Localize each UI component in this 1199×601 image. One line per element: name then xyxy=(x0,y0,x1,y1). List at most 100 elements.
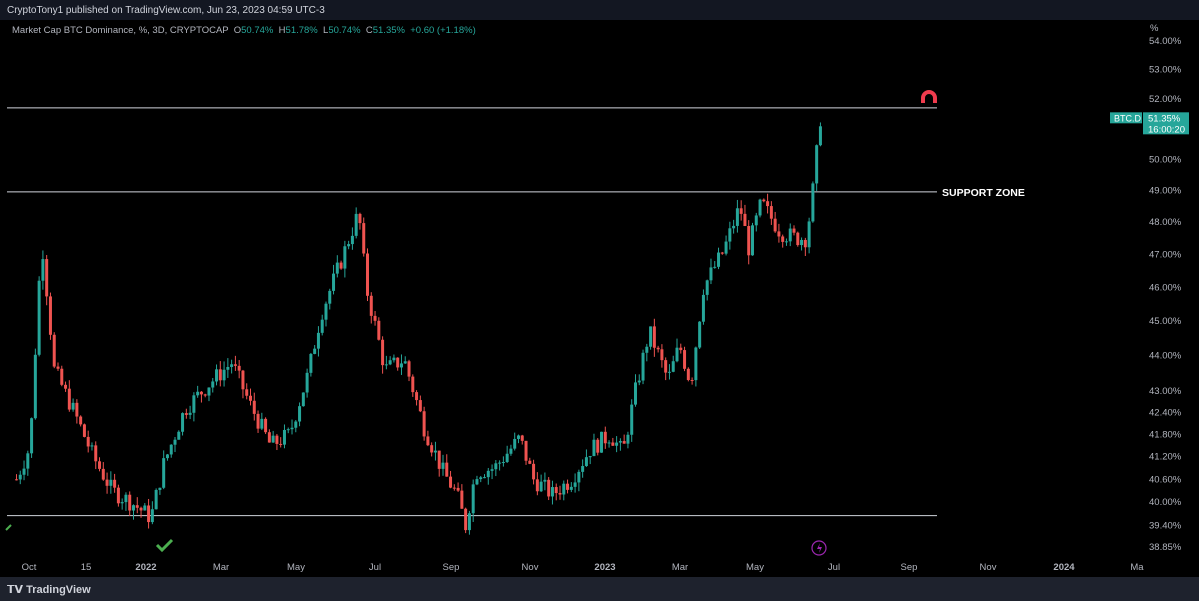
candle-body xyxy=(215,369,219,382)
candle-body xyxy=(584,457,588,467)
candle-body xyxy=(105,479,109,486)
time-tick-label: Sep xyxy=(901,562,918,573)
candle-body xyxy=(41,259,45,281)
time-tick-label: Ma xyxy=(1130,562,1144,573)
price-tick-label: 41.20% xyxy=(1149,452,1182,463)
check-fragment-icon xyxy=(5,524,12,531)
price-badge-value: 51.35% xyxy=(1148,113,1181,124)
candle-body xyxy=(475,479,479,485)
candle-body xyxy=(128,494,132,511)
candle-body xyxy=(528,460,532,464)
candle-body xyxy=(30,418,34,454)
candle-body xyxy=(407,361,411,377)
candle-body xyxy=(788,228,792,242)
candle-body xyxy=(150,509,154,523)
candle-body xyxy=(64,384,68,389)
time-tick-label: Oct xyxy=(22,562,37,573)
time-tick-label: Mar xyxy=(672,562,688,573)
candle-body xyxy=(143,505,147,511)
legend-low-label: L xyxy=(323,25,329,36)
candle-body xyxy=(607,442,611,444)
legend-high-label: H xyxy=(278,25,286,36)
price-unit: % xyxy=(1150,23,1159,34)
candle-body xyxy=(369,295,373,316)
candle-body xyxy=(309,353,313,373)
candle-body xyxy=(479,477,483,480)
candle-body xyxy=(660,349,664,361)
candle-body xyxy=(698,321,702,348)
candle-body xyxy=(33,354,37,419)
candle-body xyxy=(237,365,241,371)
candle-body xyxy=(109,479,113,486)
symbol-legend: Market Cap BTC Dominance, %, 3D, CRYPTOC… xyxy=(12,25,476,36)
chart-area[interactable] xyxy=(0,20,1199,577)
candle-body xyxy=(135,505,139,508)
candle-body xyxy=(520,435,524,441)
candle-body xyxy=(705,280,709,295)
candle-body xyxy=(649,326,653,347)
candle-body xyxy=(637,380,641,383)
candle-body xyxy=(120,502,124,504)
candle-body xyxy=(396,357,400,368)
tv-glyph-icon: 𝗧𝗩 xyxy=(7,584,27,596)
candle-body xyxy=(324,303,328,320)
candle-body xyxy=(445,462,449,477)
candle-body xyxy=(483,477,487,479)
candle-body xyxy=(192,395,196,413)
candle-body xyxy=(271,435,275,443)
candle-body xyxy=(158,487,162,490)
candle-body xyxy=(581,466,585,472)
magnet-icon xyxy=(921,90,937,103)
candle-body xyxy=(60,368,64,385)
candle-body xyxy=(162,458,166,488)
candle-body xyxy=(720,252,724,254)
price-tick-label: 54.00% xyxy=(1149,36,1182,47)
candle-body xyxy=(241,370,245,390)
candle-body xyxy=(547,479,551,497)
time-tick-label: 2022 xyxy=(135,562,156,573)
candle-body xyxy=(773,218,777,232)
candle-body xyxy=(14,479,18,481)
candle-body xyxy=(535,479,539,492)
footer-bar: 𝗧𝗩 TradingView xyxy=(0,577,1199,601)
candle-body xyxy=(154,489,158,510)
candle-body xyxy=(71,402,75,410)
price-tick-label: 39.40% xyxy=(1149,520,1182,531)
candle-body xyxy=(26,453,30,469)
candle-body xyxy=(37,280,41,355)
price-tick-label: 43.00% xyxy=(1149,386,1182,397)
check-icon xyxy=(155,538,174,553)
publisher-bar: CryptoTony1 published on TradingView.com… xyxy=(0,0,1199,20)
candle-body xyxy=(513,438,517,449)
candle-body xyxy=(298,406,302,422)
candle-body xyxy=(392,357,396,361)
tradingview-logo[interactable]: 𝗧𝗩 TradingView xyxy=(7,583,91,596)
candle-body xyxy=(441,462,445,469)
candle-body xyxy=(313,348,317,354)
candle-body xyxy=(358,213,362,224)
candle-body xyxy=(464,508,468,531)
candle-body xyxy=(735,208,739,226)
candle-body xyxy=(539,481,543,492)
candle-body xyxy=(381,339,385,366)
price-tick-label: 42.40% xyxy=(1149,408,1182,419)
candle-body xyxy=(694,347,698,381)
price-tick-label: 50.00% xyxy=(1149,154,1182,165)
candle-body xyxy=(56,366,60,369)
candle-body xyxy=(230,364,234,367)
candle-body xyxy=(792,228,796,233)
candle-body xyxy=(550,487,554,497)
price-tick-label: 48.00% xyxy=(1149,217,1182,228)
candle-body xyxy=(399,363,403,368)
candle-body xyxy=(256,413,260,429)
legend-high: 51.78% xyxy=(285,25,318,36)
candle-body xyxy=(177,431,181,440)
candle-body xyxy=(754,215,758,226)
candle-body xyxy=(347,244,351,247)
candle-body xyxy=(690,379,694,381)
candle-body xyxy=(328,290,332,304)
candle-body xyxy=(301,392,305,407)
candle-body xyxy=(260,418,264,429)
candle-body xyxy=(501,462,505,464)
